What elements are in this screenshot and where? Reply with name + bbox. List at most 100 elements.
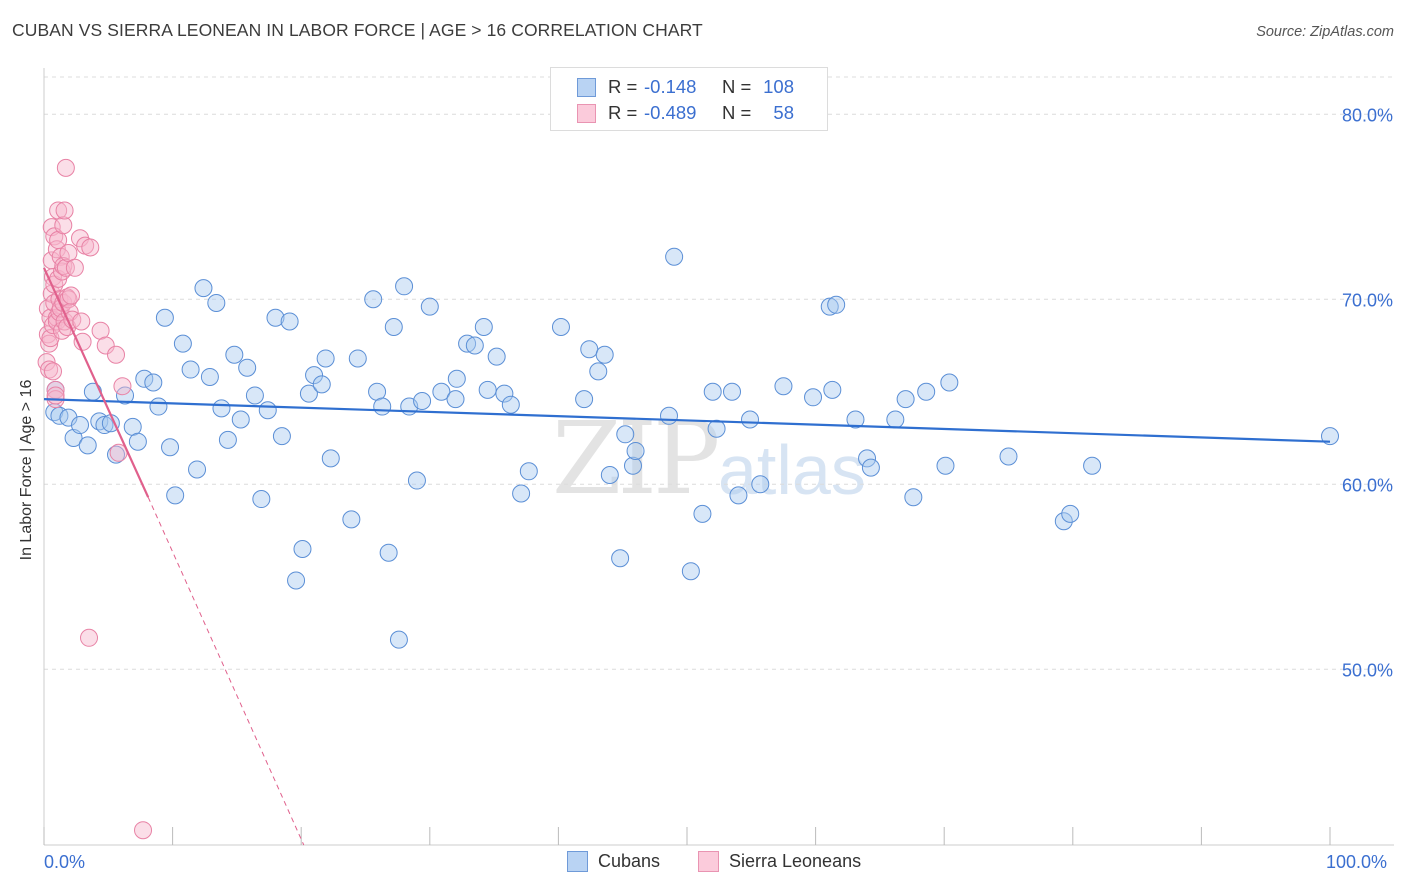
cubans-point — [465, 336, 484, 355]
cubans-point — [280, 312, 299, 331]
legend-n-value: 108 — [763, 76, 794, 97]
cubans-point — [83, 382, 102, 401]
cubans-point — [693, 504, 712, 523]
cubans-point — [861, 458, 880, 477]
sierra-leoneans-point — [80, 628, 99, 647]
x-tick-label-max: 100.0% — [1326, 852, 1388, 872]
bottom-legend-label-sierra-leoneans: Sierra Leoneans — [729, 851, 862, 871]
sierra-leoneans-point — [56, 158, 75, 177]
sierra-leoneans-point — [62, 286, 81, 305]
cubans-point — [231, 410, 250, 429]
cubans-point — [1054, 512, 1073, 531]
cubans-point — [611, 549, 630, 568]
cubans-point — [575, 390, 594, 409]
cubans-point — [1061, 504, 1080, 523]
watermark-atlas: atlas — [718, 431, 866, 509]
x-tick-label-min: 0.0% — [44, 852, 86, 872]
legend-r-value: -0.148 — [644, 76, 697, 97]
cubans-point — [161, 438, 180, 457]
cubans-point — [858, 449, 877, 468]
cubans-point — [155, 308, 174, 327]
cubans-point — [395, 277, 414, 296]
cubans-point — [200, 367, 219, 386]
cubans-point — [71, 416, 90, 435]
cubans-point — [194, 279, 213, 298]
cubans-point — [458, 334, 477, 353]
cubans-point — [623, 456, 642, 475]
cubans-point — [936, 456, 955, 475]
cubans-point — [95, 416, 114, 435]
sierra-leoneans-trend-extension — [147, 496, 305, 846]
sierra-leoneans-point — [96, 336, 115, 355]
cubans-point — [225, 345, 244, 364]
legend-row-cubans: R = -0.148 N = 108 — [551, 74, 794, 100]
cubans-point — [804, 388, 823, 407]
cubans-point — [252, 490, 271, 509]
cubans-point — [512, 484, 531, 503]
cubans-point — [389, 630, 408, 649]
bottom-legend-swatch-sierra-leoneans — [698, 851, 719, 872]
cubans-point — [846, 410, 865, 429]
cubans-point — [681, 562, 700, 581]
y-tick-label: 50.0% — [1342, 660, 1393, 680]
cubans-point — [312, 375, 331, 394]
cubans-point — [207, 293, 226, 312]
cubans-point — [245, 386, 264, 405]
y-axis-label: In Labor Force | Age > 16 — [18, 379, 35, 561]
cubans-point — [917, 382, 936, 401]
chart-title: CUBAN VS SIERRA LEONEAN IN LABOR FORCE |… — [12, 20, 703, 40]
y-tick-label: 70.0% — [1342, 290, 1393, 310]
cubans-point — [348, 349, 367, 368]
cubans-point — [299, 384, 318, 403]
cubans-point — [446, 390, 465, 409]
sierra-leoneans-point — [44, 362, 63, 381]
cubans-point — [181, 360, 200, 379]
cubans-point — [495, 384, 514, 403]
cubans-point — [886, 410, 905, 429]
cubans-point — [707, 419, 726, 438]
cubans-point — [287, 571, 306, 590]
cubans-point — [59, 408, 78, 427]
bottom-legend-sierra-leoneans: Sierra Leoneans — [698, 851, 861, 872]
cubans-point — [1321, 427, 1339, 446]
legend-r-label: R = — [608, 76, 638, 97]
cubans-point — [78, 436, 97, 455]
cubans-point — [379, 543, 398, 562]
legend-n-value: 58 — [773, 102, 794, 123]
legend-r-value: -0.489 — [644, 102, 697, 123]
legend: R = -0.148 N = 108 R = -0.489 N = 58 — [550, 67, 828, 131]
cubans-point — [474, 318, 493, 336]
cubans-point — [723, 382, 742, 401]
legend-swatch-sierra-leoneans — [577, 103, 596, 123]
sierra-leoneans-point — [65, 258, 84, 277]
cubans-point — [751, 475, 770, 494]
cubans-point — [166, 486, 185, 505]
cubans-point — [342, 510, 361, 529]
cubans-point — [827, 295, 846, 314]
cubans-point — [218, 430, 237, 449]
legend-row-sierra-leoneans: R = -0.489 N = 58 — [551, 100, 794, 126]
sierra-leoneans-point — [59, 244, 78, 262]
cubans-point — [420, 297, 439, 316]
cubans-point — [321, 449, 340, 468]
cubans-point — [904, 488, 923, 507]
cubans-point — [135, 369, 154, 388]
sierra-leoneans-point — [46, 386, 65, 405]
cubans-point — [272, 427, 291, 446]
legend-n-label: N = — [722, 102, 752, 123]
y-tick-label: 60.0% — [1342, 475, 1393, 495]
cubans-point — [589, 362, 608, 381]
sierra-leoneans-point — [72, 312, 91, 331]
cubans-point — [595, 345, 614, 364]
cubans-point — [665, 247, 684, 266]
cubans-point — [384, 318, 403, 336]
cubans-point — [305, 366, 324, 385]
cubans-trend-line — [43, 398, 1331, 443]
cubans-point — [258, 401, 277, 420]
cubans-point — [823, 380, 842, 399]
cubans-point — [600, 466, 619, 484]
cubans-point — [626, 441, 645, 460]
sierra-leoneans-point — [113, 377, 132, 396]
cubans-point — [266, 308, 285, 327]
